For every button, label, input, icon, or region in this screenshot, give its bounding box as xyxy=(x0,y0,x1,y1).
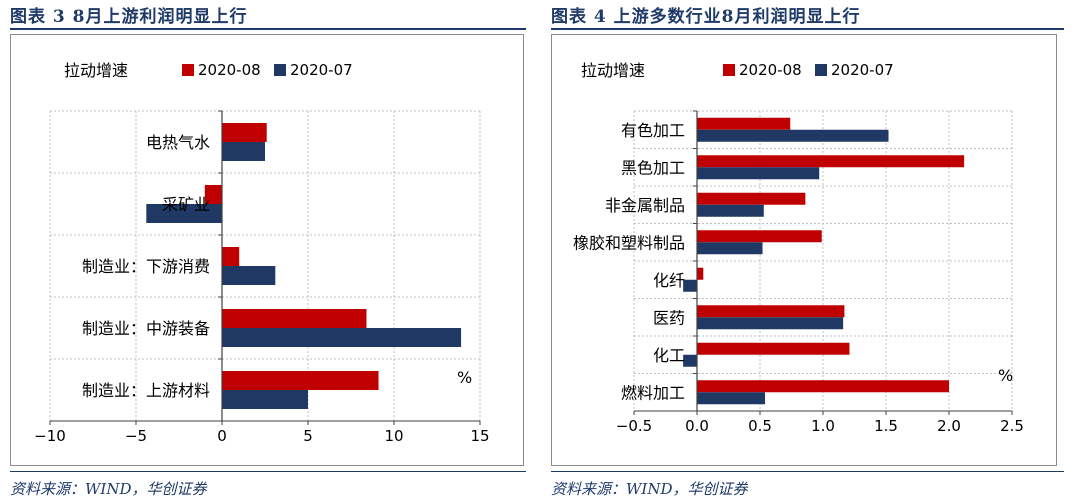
category-label: 医药 xyxy=(653,308,685,327)
x-tick-label: −0.5 xyxy=(616,417,652,435)
category-label: 化纤 xyxy=(653,271,685,290)
bar-series2 xyxy=(697,167,820,180)
x-tick-label: 0.5 xyxy=(748,417,772,435)
category-label: 制造业：上游材料 xyxy=(82,381,210,400)
unit-label: % xyxy=(457,368,472,387)
x-tick-label: 5 xyxy=(303,427,313,445)
category-label: 非金属制品 xyxy=(605,196,685,215)
x-tick-label: −5 xyxy=(125,427,147,445)
title-rule-right xyxy=(551,28,1064,30)
chart-title-right: 图表 4 上游多数行业8月利润明显上行 xyxy=(551,7,861,27)
legend-label-series2: 2020-07 xyxy=(831,61,894,79)
bar-series1 xyxy=(697,267,704,280)
x-tick-label: 0.0 xyxy=(685,417,709,435)
x-tick-label: 1.0 xyxy=(811,417,835,435)
x-tick-label: 10 xyxy=(384,427,403,445)
bar-series2 xyxy=(222,266,276,285)
bar-series2 xyxy=(697,129,889,142)
bar-series1 xyxy=(697,192,806,205)
chart-title-left: 图表 3 8月上游利润明显上行 xyxy=(10,7,248,27)
category-label: 燃料加工 xyxy=(621,383,685,402)
bar-series2 xyxy=(222,390,308,409)
unit-label: % xyxy=(998,366,1013,385)
legend-title: 拉动增速 xyxy=(581,61,645,80)
legend-title: 拉动增速 xyxy=(64,61,128,80)
bar-series1 xyxy=(697,342,850,355)
x-tick-label: 2.0 xyxy=(937,417,961,435)
category-label: 有色加工 xyxy=(621,121,685,140)
bar-series2 xyxy=(146,204,222,223)
x-tick-label: 1.5 xyxy=(874,417,898,435)
x-tick-label: −10 xyxy=(34,427,66,445)
bar-series1 xyxy=(222,371,379,390)
legend-swatch-series2 xyxy=(274,64,286,76)
title-rule-left xyxy=(10,28,526,30)
category-label: 黑色加工 xyxy=(621,158,685,177)
legend-swatch-series1 xyxy=(182,64,194,76)
x-tick-label: 2.5 xyxy=(1000,417,1024,435)
bar-series1 xyxy=(697,230,822,243)
legend-swatch-series1 xyxy=(723,64,735,76)
source-rule-right xyxy=(551,471,1064,472)
bar-series1 xyxy=(697,117,791,130)
legend-label-series1: 2020-08 xyxy=(739,61,802,79)
chart-frame xyxy=(551,34,1057,466)
source-note-left: 资料来源：WIND，华创证券 xyxy=(10,480,207,498)
chart-panel-left: 图表 3 8月上游利润明显上行 −10 −5 0 5 10 15 电热气水采矿业制造业：下游… xyxy=(10,0,526,503)
bar-series2 xyxy=(697,317,844,330)
source-note-right: 资料来源：WIND，华创证券 xyxy=(551,480,748,498)
category-label: 橡胶和塑料制品 xyxy=(573,233,685,252)
bar-chart-right: −0.5 0.0 0.5 1.0 1.5 2.0 2.5 有色加工黑色加工非金属制品橡胶和塑料… xyxy=(551,34,1057,466)
bar-series2 xyxy=(683,354,697,367)
bar-series1 xyxy=(697,380,949,393)
category-label: 电热气水 xyxy=(146,133,210,152)
bar-series2 xyxy=(222,142,265,161)
chart-panel-right: 图表 4 上游多数行业8月利润明显上行 −0.5 0.0 0.5 1.0 1.5 2.0 2… xyxy=(551,0,1064,503)
bar-chart-left: −10 −5 0 5 10 15 电热气水采矿业制造业：下游消费制造业：中游装备制造业：上游… xyxy=(10,34,524,466)
bar-series2 xyxy=(697,204,764,217)
bar-series1 xyxy=(204,185,222,204)
source-rule-left xyxy=(10,471,526,472)
bar-series1 xyxy=(222,123,267,142)
category-label: 制造业：下游消费 xyxy=(82,257,210,276)
category-label: 采矿业 xyxy=(162,195,210,214)
bar-series2 xyxy=(697,392,766,405)
x-tick-label: 0 xyxy=(217,427,227,445)
bar-series1 xyxy=(697,305,845,318)
legend-label-series1: 2020-08 xyxy=(198,61,261,79)
legend-label-series2: 2020-07 xyxy=(290,61,353,79)
category-label: 制造业：中游装备 xyxy=(82,319,210,338)
bar-series1 xyxy=(222,309,367,328)
bar-series1 xyxy=(222,247,240,266)
bar-series1 xyxy=(697,155,965,168)
category-label: 化工 xyxy=(653,346,685,365)
bar-series2 xyxy=(683,279,697,292)
bar-series2 xyxy=(222,328,462,347)
legend-swatch-series2 xyxy=(815,64,827,76)
x-tick-label: 15 xyxy=(470,427,489,445)
bar-series2 xyxy=(697,242,763,255)
